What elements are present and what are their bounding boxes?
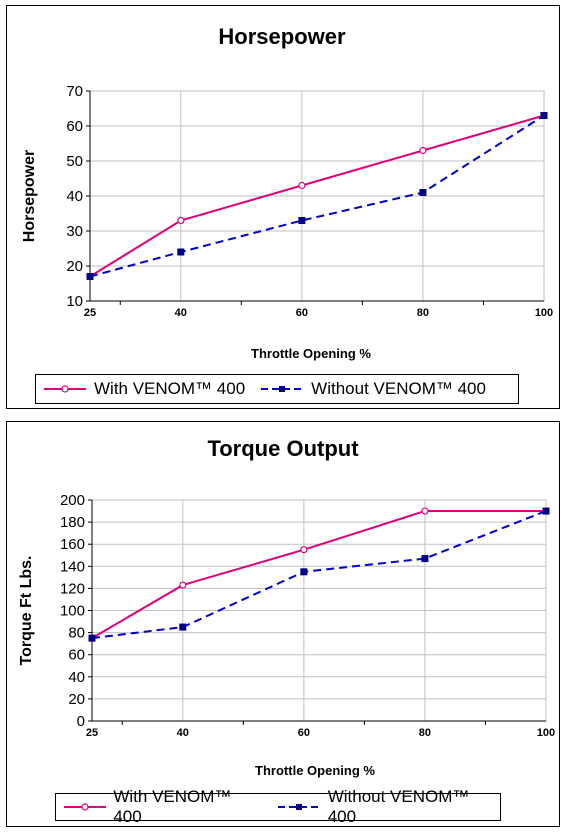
hp-series-1-point-3 xyxy=(419,189,427,196)
tq-legend-item-1: Without VENOM™ 400 xyxy=(276,787,500,827)
tq-ytick-label-5: 100 xyxy=(60,603,85,620)
tq-xtick-label-0: 25 xyxy=(86,727,98,739)
tq-ytick-label-8: 160 xyxy=(60,536,85,553)
hp-chart-title: Horsepower xyxy=(218,24,346,49)
hp-legend-item-1: Without VENOM™ 400 xyxy=(259,379,486,399)
tq-series-0-point-2 xyxy=(300,546,308,554)
tq-series-1-point-3 xyxy=(421,555,429,563)
hp-xtick-label-2: 60 xyxy=(296,307,308,319)
tq-series-1-point-0 xyxy=(88,634,96,642)
tq-xtick-label-2: 60 xyxy=(298,727,310,739)
hp-series-1-point-2 xyxy=(298,217,306,224)
tq-ytick-label-0: 0 xyxy=(77,713,85,730)
hp-x-axis-label: Throttle Opening % xyxy=(251,346,371,361)
hp-legend-item-0: With VENOM™ 400 xyxy=(42,379,245,399)
tq-legend-swatch-1 xyxy=(278,804,321,810)
tq-ytick-label-7: 140 xyxy=(60,558,85,575)
torque-legend: With VENOM™ 400 Without VENOM™ 400 xyxy=(55,787,501,826)
hp-ytick-label-6: 70 xyxy=(66,83,83,100)
tq-chart-title: Torque Output xyxy=(207,436,359,461)
tq-legend-item-0: With VENOM™ 400 xyxy=(62,787,262,827)
hp-ytick-label-3: 40 xyxy=(66,188,83,205)
hp-ytick-label-2: 30 xyxy=(66,223,83,240)
hp-legend-swatch-0 xyxy=(44,385,86,393)
hp-xtick-label-4: 100 xyxy=(535,307,553,319)
tq-xtick-label-3: 80 xyxy=(419,727,431,739)
hp-ytick-label-1: 20 xyxy=(66,258,83,275)
tq-xtick-label-4: 100 xyxy=(537,727,555,739)
tq-series-1-point-2 xyxy=(300,568,308,576)
tq-ytick-label-2: 40 xyxy=(68,669,85,686)
tq-xtick-label-1: 40 xyxy=(177,727,189,739)
hp-series-1-point-0 xyxy=(86,273,94,280)
hp-series-1-point-4 xyxy=(540,112,548,119)
tq-legend-label-0: With VENOM™ 400 xyxy=(113,787,232,826)
hp-series-0-point-1 xyxy=(177,216,185,225)
tq-legend-swatch-0 xyxy=(64,803,106,811)
tq-ytick-label-3: 60 xyxy=(68,647,85,664)
torque-chart: Torque Output 0 20 40 60 80 100 120 140 160 180 200… xyxy=(18,436,555,778)
tq-y-axis-label: Torque Ft Lbs. xyxy=(18,556,35,666)
hp-legend-label-0: With VENOM™ 400 xyxy=(94,379,246,398)
torque-chart-panel: Torque Output 0 20 40 60 80 100 120 140 160 180 200… xyxy=(6,421,560,827)
tq-ytick-label-6: 120 xyxy=(60,580,85,597)
hp-ytick-label-0: 10 xyxy=(66,293,83,310)
tq-series-0-point-3 xyxy=(421,507,429,515)
horsepower-chart-panel: Horsepower 10 20 30 40 50 60 70 25 40 60 80 100 Throt… xyxy=(6,5,560,409)
hp-xtick-label-1: 40 xyxy=(175,307,187,319)
hp-legend-swatch-1 xyxy=(261,386,304,392)
tq-series-0-point-1 xyxy=(179,581,187,589)
hp-y-axis-label: Horsepower xyxy=(21,150,38,242)
tq-ytick-label-1: 20 xyxy=(68,691,85,708)
hp-legend-label-1: Without VENOM™ 400 xyxy=(311,379,486,398)
tq-ytick-label-10: 200 xyxy=(60,492,85,509)
hp-ytick-label-5: 60 xyxy=(66,118,83,135)
tq-legend-label-1: Without VENOM™ 400 xyxy=(327,787,470,826)
tq-series-1-point-4 xyxy=(542,507,550,515)
hp-ytick-label-4: 50 xyxy=(66,153,83,170)
hp-series-0-point-3 xyxy=(419,146,427,155)
hp-xtick-label-0: 25 xyxy=(84,307,96,319)
hp-series-0-point-2 xyxy=(298,181,306,190)
horsepower-chart: Horsepower 10 20 30 40 50 60 70 25 40 60 80 100 Throt… xyxy=(21,24,553,361)
tq-x-axis-label: Throttle Opening % xyxy=(255,763,375,778)
tq-ytick-label-9: 180 xyxy=(60,514,85,531)
tq-ytick-label-4: 80 xyxy=(68,625,85,642)
hp-series-1-point-1 xyxy=(177,248,185,256)
horsepower-legend: With VENOM™ 400 Without VENOM™ 400 xyxy=(35,374,519,404)
tq-series-1-point-1 xyxy=(179,623,187,631)
hp-series-line-1 xyxy=(89,114,545,278)
hp-xtick-label-3: 80 xyxy=(417,307,429,319)
